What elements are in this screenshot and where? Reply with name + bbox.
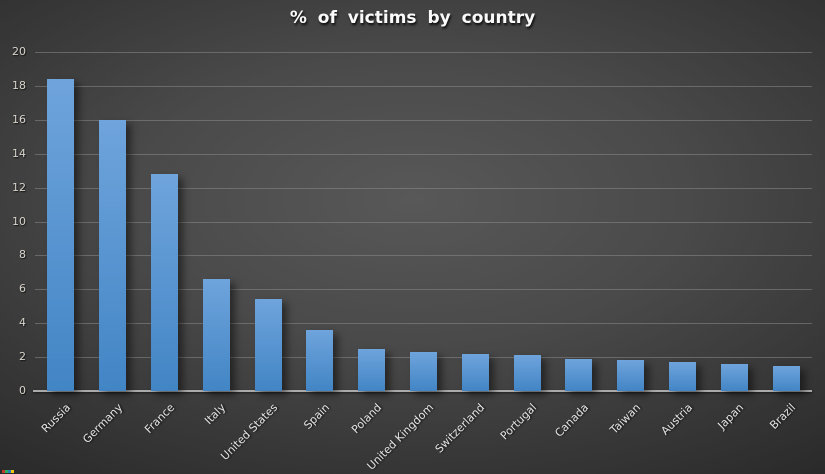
gridline-y-20 [35, 52, 812, 53]
bar-united-states [255, 299, 282, 391]
bar-taiwan [617, 360, 644, 391]
gridline-y-4 [35, 323, 812, 324]
bar-germany [99, 120, 126, 391]
y-axis-tick-label: 0 [19, 384, 26, 397]
y-axis-tick-label: 6 [19, 282, 26, 295]
y-axis-tick-label: 2 [19, 350, 26, 363]
gridline-y-14 [35, 154, 812, 155]
gridline-y-12 [35, 188, 812, 189]
x-axis-line [33, 390, 812, 392]
bar-canada [565, 359, 592, 391]
gridline-y-6 [35, 289, 812, 290]
bar-russia [47, 79, 74, 391]
bar-brazil [773, 366, 800, 391]
bar-switzerland [462, 354, 489, 391]
bar-france [151, 174, 178, 391]
bar-poland [358, 349, 385, 391]
bar-japan [721, 364, 748, 391]
bar-austria [669, 362, 696, 391]
y-axis-tick-label: 12 [12, 181, 26, 194]
y-axis-tick-label: 18 [12, 79, 26, 92]
screen-corner-artifact [2, 470, 14, 473]
y-axis-tick-label: 10 [12, 215, 26, 228]
gridline-y-16 [35, 120, 812, 121]
chart-title: % of victims by country [289, 8, 536, 28]
bar-italy [203, 279, 230, 391]
gridline-y-10 [35, 222, 812, 223]
bar-portugal [514, 355, 541, 391]
gridline-y-18 [35, 86, 812, 87]
gridline-y-8 [35, 255, 812, 256]
y-axis-tick-label: 14 [12, 147, 26, 160]
bar-spain [306, 330, 333, 391]
bar-united-kingdom [410, 352, 437, 391]
y-axis-tick-label: 8 [19, 248, 26, 261]
y-axis-tick-label: 20 [12, 45, 26, 58]
y-axis-tick-label: 16 [12, 113, 26, 126]
y-axis-tick-label: 4 [19, 316, 26, 329]
